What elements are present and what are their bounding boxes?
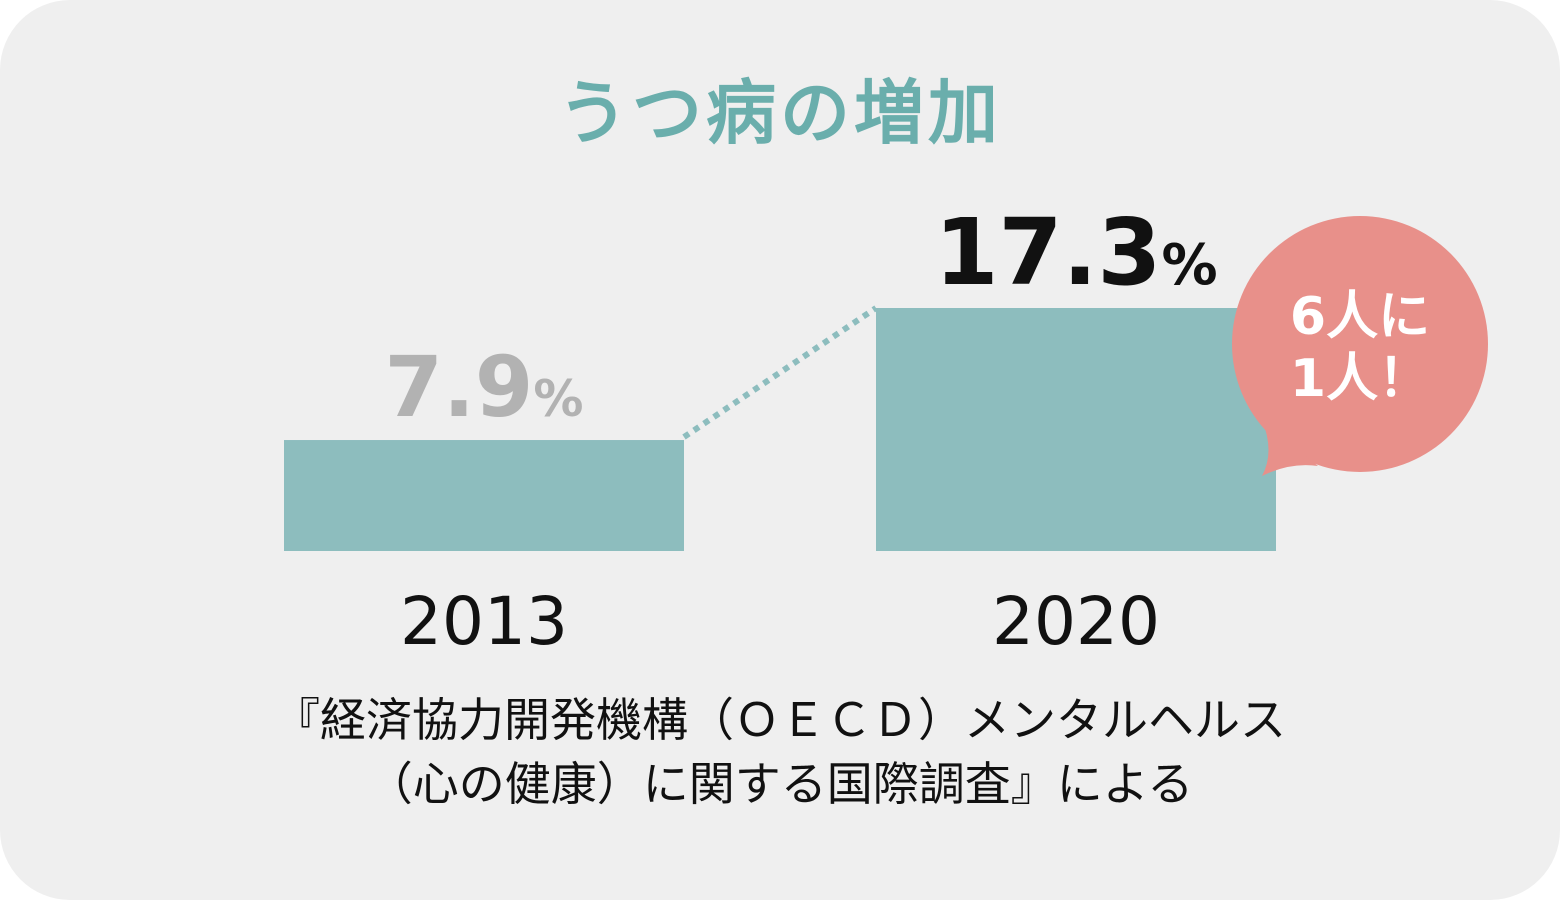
callout-line-1: 6人に	[1289, 287, 1431, 347]
category-label-2020: 2020	[992, 583, 1160, 660]
value-label-2020: 17.3%	[934, 199, 1217, 306]
value-unit-2013: %	[533, 370, 583, 428]
bar-2020	[876, 308, 1276, 551]
chart-title: うつ病の増加	[558, 72, 1002, 154]
source-note: 『経済協力開発機構（ＯＥＣＤ）メンタルヘルス （心の健康）に関する国際調査』によ…	[0, 688, 1560, 816]
callout-bubble	[1232, 216, 1488, 476]
callout-text: 6人に 1人！	[1232, 286, 1488, 410]
value-unit-2020: %	[1161, 233, 1217, 298]
bar-connector	[682, 305, 878, 440]
value-number-2013: 7.9	[385, 338, 534, 436]
category-label-2013: 2013	[400, 583, 568, 660]
source-line-2: （心の健康）に関する国際調査』による	[366, 757, 1194, 811]
source-line-1: 『経済協力開発機構（ＯＥＣＤ）メンタルヘルス	[274, 693, 1286, 747]
bar-2013	[284, 440, 684, 551]
value-label-2013: 7.9%	[385, 338, 584, 436]
callout-line-2: 1人！	[1289, 349, 1431, 409]
value-number-2020: 17.3	[934, 199, 1161, 306]
